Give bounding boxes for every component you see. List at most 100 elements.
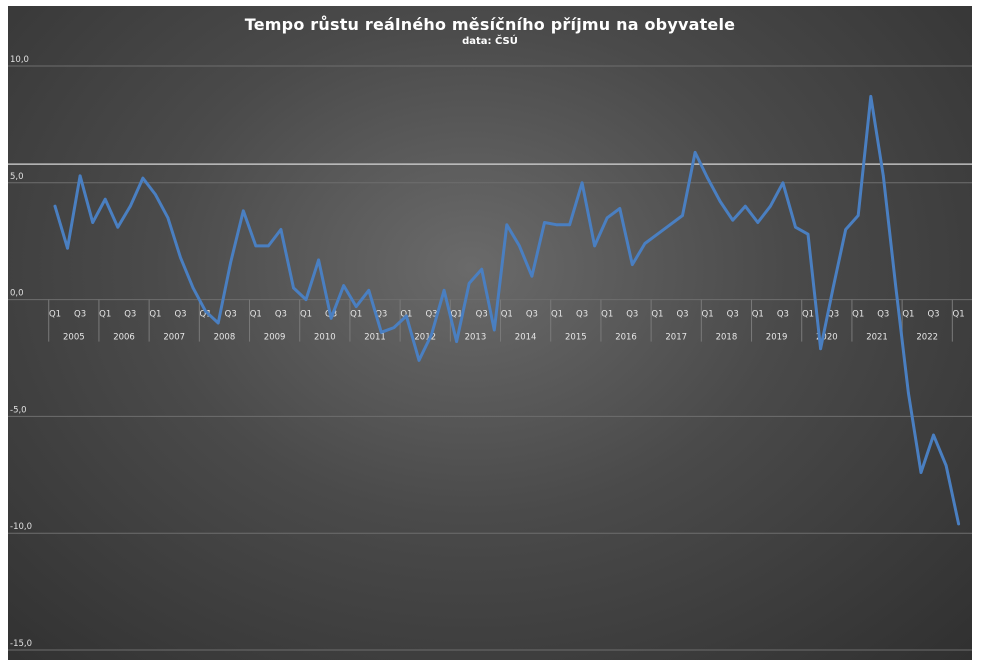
data-point: [330, 317, 333, 320]
quarter-label: Q3: [124, 310, 136, 320]
year-label: 2015: [565, 333, 587, 343]
y-tick-label: -10,0: [10, 522, 32, 532]
quarter-label: Q3: [727, 310, 739, 320]
data-point: [543, 221, 546, 224]
year-label: 2019: [766, 333, 788, 343]
quarter-label: Q1: [49, 310, 61, 320]
data-point: [292, 287, 295, 290]
quarter-label: Q1: [651, 310, 663, 320]
data-point: [681, 214, 684, 217]
page-margin: [972, 0, 985, 672]
data-point: [518, 245, 521, 248]
data-point: [154, 193, 157, 196]
data-point: [229, 261, 232, 264]
data-point: [581, 182, 584, 185]
data-point: [869, 95, 872, 98]
year-label: 2005: [63, 333, 85, 343]
chart-subtitle: data: ČSÚ: [8, 36, 972, 47]
line-chart: 10,0 5,0 0,0 -5,0 -10,0 -15,0 Q1 Q3 Q1 Q3 Q1 Q3 Q1 Q3…: [8, 6, 972, 660]
data-point: [142, 177, 145, 180]
data-point: [568, 224, 571, 227]
data-point: [342, 284, 345, 287]
quarter-label: Q3: [225, 310, 237, 320]
data-point: [79, 174, 82, 177]
data-point: [443, 289, 446, 292]
data-point: [656, 233, 659, 236]
data-point: [731, 219, 734, 222]
quarter-label: Q3: [174, 310, 186, 320]
quarter-label: Q1: [802, 310, 814, 320]
quarter-label: Q3: [927, 310, 939, 320]
year-label: 2014: [515, 333, 537, 343]
data-point: [468, 282, 471, 285]
data-point: [91, 221, 94, 224]
data-point: [129, 205, 132, 208]
quarter-label: Q1: [99, 310, 111, 320]
year-label: 2013: [465, 333, 487, 343]
quarter-label: Q3: [777, 310, 789, 320]
quarter-label: Q1: [852, 310, 864, 320]
data-point: [380, 331, 383, 334]
quarter-label: Q1: [149, 310, 161, 320]
quarter-label: Q3: [877, 310, 889, 320]
y-tick-label: -5,0: [10, 405, 27, 415]
year-label: 2017: [665, 333, 687, 343]
quarter-label: Q3: [275, 310, 287, 320]
y-tick-label: -15,0: [10, 639, 32, 649]
data-point: [204, 310, 207, 313]
data-point: [957, 523, 960, 526]
data-point: [54, 205, 57, 208]
year-label: 2008: [214, 333, 236, 343]
quarter-label: Q1: [752, 310, 764, 320]
year-label: 2009: [264, 333, 286, 343]
data-point: [317, 259, 320, 262]
data-point: [694, 151, 697, 154]
data-point: [217, 322, 220, 325]
quarter-label: Q1: [953, 310, 965, 320]
year-label: 2018: [716, 333, 738, 343]
data-point: [782, 182, 785, 185]
data-point: [593, 245, 596, 248]
quarter-label: Q3: [526, 310, 538, 320]
data-point: [418, 359, 421, 362]
data-point: [531, 275, 534, 278]
data-point: [267, 245, 270, 248]
data-point: [606, 217, 609, 220]
year-label: 2011: [364, 333, 386, 343]
data-point: [192, 287, 195, 290]
quarter-label: Q1: [250, 310, 262, 320]
data-point: [819, 347, 822, 350]
data-point: [255, 245, 258, 248]
data-point: [807, 233, 810, 236]
year-label: 2007: [163, 333, 185, 343]
chart-area: 10,0 5,0 0,0 -5,0 -10,0 -15,0 Q1 Q3 Q1 Q3 Q1 Q3 Q1 Q3…: [8, 6, 972, 660]
quarter-label: Q1: [601, 310, 613, 320]
data-point: [305, 298, 308, 301]
y-tick-label: 5,0: [10, 172, 24, 182]
data-point: [280, 228, 283, 231]
data-point: [744, 205, 747, 208]
data-point: [719, 200, 722, 203]
year-label: 2022: [916, 333, 938, 343]
quarter-label: Q1: [501, 310, 513, 320]
data-point: [104, 198, 107, 201]
quarter-label: Q1: [300, 310, 312, 320]
year-label: 2016: [615, 333, 637, 343]
data-point: [393, 326, 396, 329]
quarter-label: Q3: [676, 310, 688, 320]
data-point: [430, 333, 433, 336]
data-point: [179, 256, 182, 259]
data-point: [757, 221, 760, 224]
data-point: [844, 228, 847, 231]
data-point: [66, 247, 69, 250]
data-point: [493, 329, 496, 332]
data-point: [920, 471, 923, 474]
data-point: [242, 210, 245, 213]
data-point: [706, 177, 709, 180]
year-label: 2010: [314, 333, 336, 343]
data-point: [367, 289, 370, 292]
year-label: 2006: [113, 333, 135, 343]
quarter-label: Q3: [476, 310, 488, 320]
data-point: [480, 268, 483, 271]
data-point: [355, 305, 358, 308]
